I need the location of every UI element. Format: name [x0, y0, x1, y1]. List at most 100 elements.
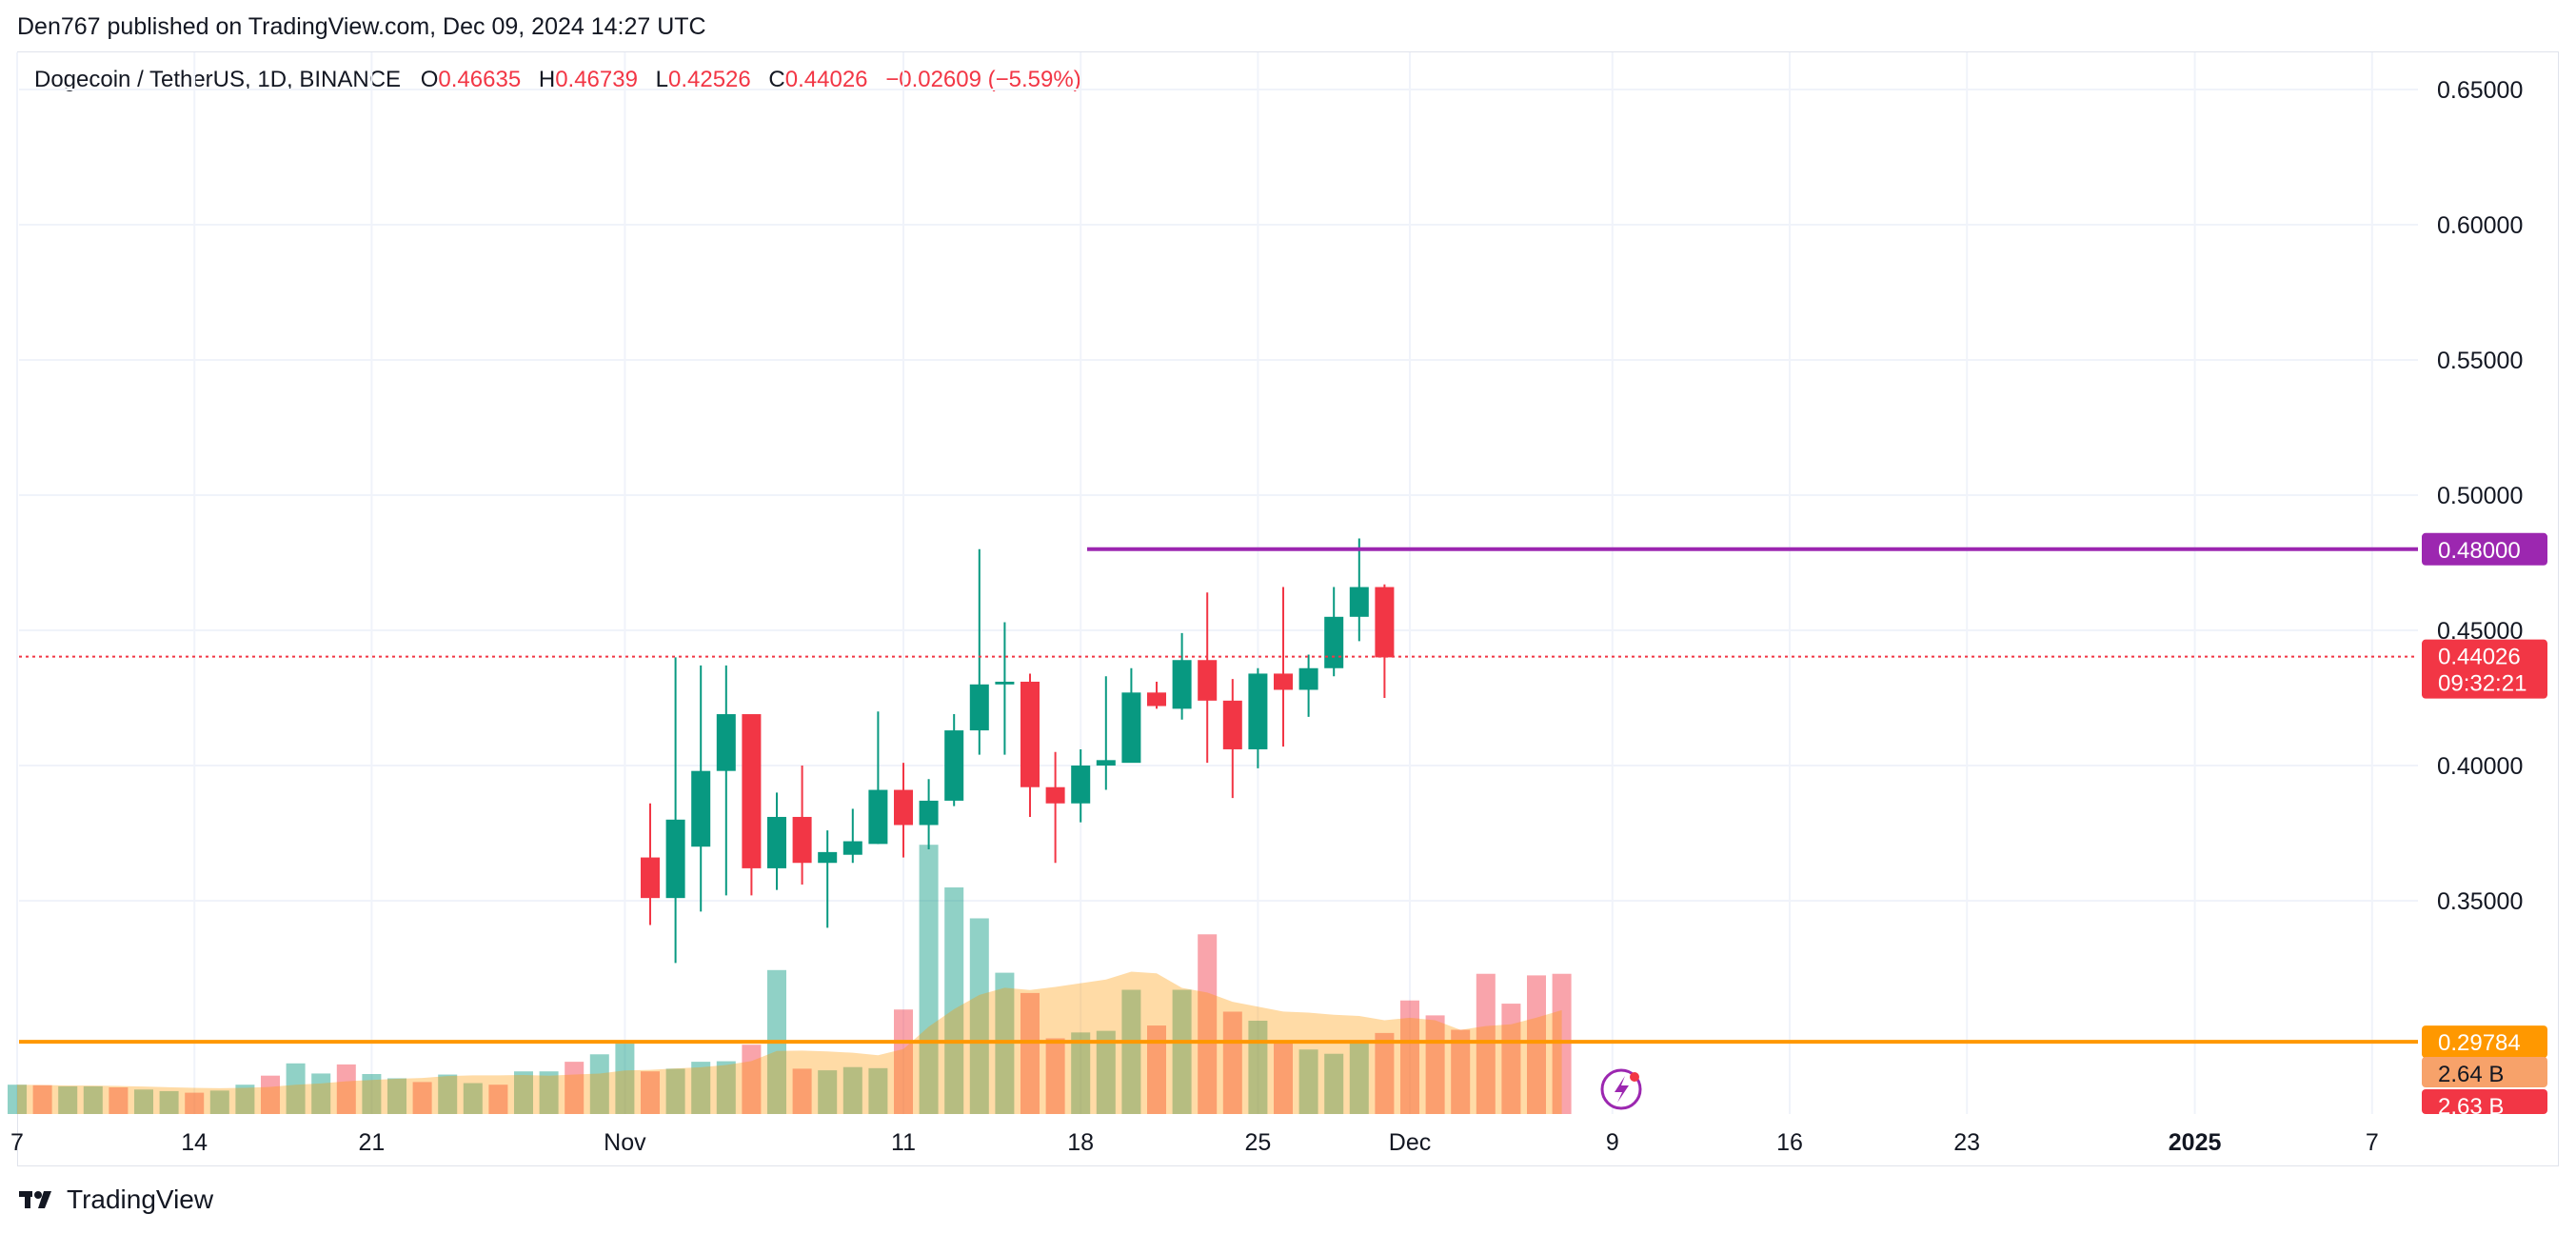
volume-bar: [1096, 1030, 1116, 1114]
volume-badge-bg: [2422, 1089, 2547, 1114]
volume-bar: [387, 1078, 406, 1114]
x-tick-label: 7: [2366, 1129, 2379, 1156]
x-tick-label: 25: [1244, 1129, 1271, 1156]
symbol-title[interactable]: Dogecoin / TetherUS, 1D, BINANCE: [34, 67, 402, 92]
candle-body: [1324, 616, 1344, 668]
x-tick-label: Dec: [1389, 1129, 1431, 1156]
volume-ma-badge-bg: [2422, 1057, 2547, 1087]
volume-bar: [1298, 1049, 1318, 1114]
volume-bar: [615, 1044, 635, 1114]
candle-body: [894, 789, 913, 826]
candle-body: [665, 819, 685, 899]
volume-bar: [1147, 1025, 1166, 1114]
candle-body: [792, 816, 812, 864]
volume-bar: [565, 1062, 585, 1114]
candle-body: [1096, 760, 1116, 766]
footer-brand[interactable]: TradingView: [19, 1184, 213, 1215]
resistance-badge-text: 0.48000: [2438, 538, 2521, 564]
volume-bar: [209, 1090, 229, 1114]
volume-bar: [641, 1071, 660, 1114]
volume-bar: [691, 1062, 711, 1114]
volume-bar: [1349, 1042, 1369, 1114]
x-tick-label: 7: [10, 1129, 24, 1156]
candle-body: [641, 857, 660, 899]
volume-bar: [488, 1085, 508, 1114]
y-tick-label: 0.35000: [2437, 888, 2523, 915]
volume-bar: [1274, 1042, 1293, 1114]
volume-bar: [8, 1085, 27, 1114]
x-axis: 7 14 21 Nov 11 18 25 Dec 9 16 23 2025 7: [10, 1129, 2379, 1156]
volume-bar: [412, 1082, 432, 1114]
volume-bar: [894, 1009, 913, 1114]
volume-bar: [32, 1085, 52, 1114]
open-label: O: [420, 67, 439, 92]
x-tick-label: 18: [1067, 1129, 1094, 1156]
candle-body: [1222, 700, 1242, 749]
volume-bar: [109, 1087, 129, 1114]
volume-bar: [159, 1090, 179, 1114]
volume-bar: [1375, 1032, 1395, 1114]
candle-body: [742, 714, 762, 868]
candle-body: [842, 841, 862, 855]
volume-bar: [1248, 1021, 1268, 1114]
volume-bar: [1071, 1032, 1091, 1114]
volume-badge-text: 2.63 B: [2438, 1094, 2504, 1120]
candle-body: [1147, 692, 1166, 707]
volume-bar: [286, 1063, 306, 1114]
open-value: 0.46635: [438, 67, 522, 92]
candle-body: [1020, 681, 1040, 787]
candle-body: [995, 681, 1015, 685]
volume-ma-badge-text: 2.64 B: [2438, 1062, 2504, 1087]
tradingview-logo-icon: [19, 1191, 51, 1208]
x-tick-label: 9: [1606, 1129, 1619, 1156]
volume-bar: [716, 1061, 736, 1114]
volume-bars: [8, 845, 1572, 1114]
volume-bar: [742, 1045, 762, 1114]
y-tick-label: 0.40000: [2437, 753, 2523, 780]
candle-body: [818, 851, 838, 864]
volume-bar: [362, 1074, 382, 1114]
candle-body: [1298, 667, 1318, 690]
y-tick-label: 0.65000: [2437, 77, 2523, 104]
x-tick-label: 11: [891, 1129, 916, 1156]
volume-bar: [818, 1070, 838, 1114]
volume-bar: [1172, 989, 1192, 1114]
volume-bar: [463, 1083, 483, 1114]
y-tick-label: 0.50000: [2437, 483, 2523, 509]
volume-bar: [1045, 1038, 1065, 1114]
ohlc-legend: Dogecoin / TetherUS, 1D, BINANCE O0.4663…: [34, 67, 1081, 93]
volume-bar: [235, 1085, 255, 1114]
volume-bar: [134, 1089, 153, 1114]
volume-bar: [336, 1064, 356, 1114]
candle-body: [1274, 673, 1293, 690]
y-tick-label: 0.55000: [2437, 348, 2523, 374]
volume-bar: [589, 1054, 609, 1114]
candle-body: [1121, 692, 1141, 764]
last-price-badge-text: 09:32:21: [2438, 671, 2526, 697]
volume-bar: [514, 1071, 533, 1114]
candles: [641, 538, 1395, 964]
volume-bar: [83, 1085, 103, 1114]
y-tick-label: 0.60000: [2437, 212, 2523, 239]
volume-bar: [1527, 975, 1546, 1114]
candle-body: [1349, 587, 1369, 617]
support-badge-text: 0.29784: [2438, 1030, 2521, 1056]
candle-body: [691, 770, 711, 847]
support-badge-bg: [2422, 1025, 2547, 1059]
volume-bar: [58, 1085, 78, 1114]
candle-body: [767, 816, 786, 868]
x-tick-label: Nov: [604, 1129, 646, 1156]
volume-bar: [1121, 989, 1141, 1114]
volume-bar: [311, 1073, 331, 1114]
candle-body: [716, 714, 736, 771]
candle-body: [1248, 673, 1268, 749]
volume-bar: [868, 1067, 888, 1114]
volume-bar: [944, 887, 964, 1114]
candle-body: [1045, 786, 1065, 804]
candle-body: [1198, 660, 1218, 701]
lightning-icon[interactable]: [1600, 1068, 1642, 1110]
y-axis: 0.650000.600000.550000.500000.450000.400…: [2437, 77, 2523, 915]
candle-body: [1172, 660, 1192, 709]
